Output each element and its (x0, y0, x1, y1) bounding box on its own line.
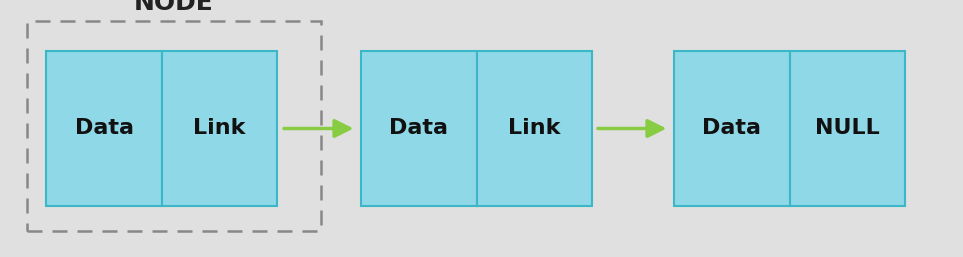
Bar (674, 51, 790, 206)
Bar (27, 21, 321, 231)
Bar (477, 51, 592, 206)
Text: Data: Data (389, 118, 449, 139)
Bar (361, 51, 477, 206)
Text: NODE: NODE (134, 0, 214, 15)
Text: Link: Link (194, 118, 246, 139)
Text: NULL: NULL (815, 118, 880, 139)
Bar (790, 51, 905, 206)
Bar (46, 51, 162, 206)
Text: Data: Data (702, 118, 762, 139)
Bar (162, 51, 277, 206)
Text: Link: Link (508, 118, 560, 139)
Text: Data: Data (74, 118, 134, 139)
